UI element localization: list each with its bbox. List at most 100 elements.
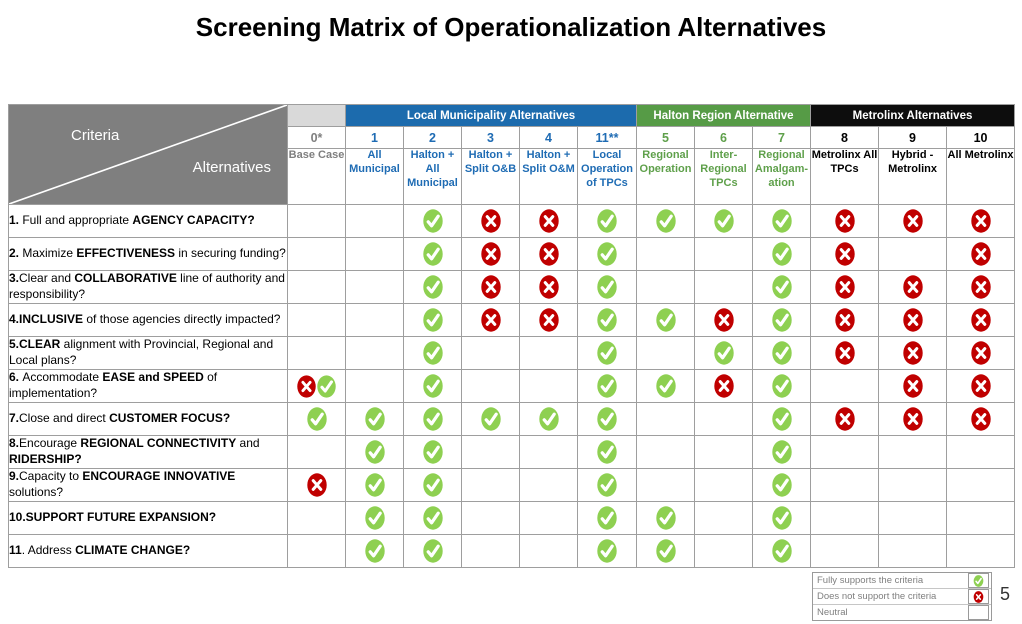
matrix-cell-r6-1 xyxy=(345,369,404,403)
matrix-cell-r8-11** xyxy=(577,435,637,469)
criteria-label-2: 2. Maximize EFFECTIVENESS in securing fu… xyxy=(8,237,288,271)
x-icon xyxy=(306,473,327,497)
check-icon xyxy=(422,308,443,332)
check-icon xyxy=(597,539,617,563)
column-name-row: Base Case All Municipal Halton + All Munic… xyxy=(9,148,1016,205)
criteria-label-3: 3.Clear and COLLABORATIVE line of author… xyxy=(8,270,288,304)
legend-icon-box xyxy=(968,589,989,604)
matrix-cell-r5-11** xyxy=(577,336,637,370)
diagonal-divider xyxy=(9,105,287,204)
criteria-row-5: 5.CLEAR alignment with Provincial, Regio… xyxy=(8,336,1016,370)
matrix-cell-r7-1 xyxy=(345,402,404,436)
check-icon xyxy=(655,209,676,233)
matrix-cell-r10-5 xyxy=(636,501,695,535)
criteria-row-9: 9.Capacity to ENCOURAGE INNOVATIVE solut… xyxy=(8,468,1016,502)
matrix-cell-r5-6 xyxy=(694,336,753,370)
matrix-cell-r3-4 xyxy=(519,270,578,304)
check-icon xyxy=(422,242,443,266)
x-icon xyxy=(834,242,855,266)
check-icon xyxy=(771,440,792,464)
check-icon xyxy=(771,407,792,431)
matrix-cell-r5-0* xyxy=(287,336,346,370)
matrix-cell-r10-7 xyxy=(751,501,812,535)
matrix-cell-r4-9 xyxy=(878,303,948,337)
column-number-0*: 0* xyxy=(287,126,346,149)
matrix-cell-r9-3 xyxy=(461,468,520,502)
matrix-cell-r11-1 xyxy=(345,534,404,568)
check-icon xyxy=(597,341,617,365)
column-name-9: Hybrid - Metrolinx xyxy=(878,148,948,205)
matrix-cell-r5-7 xyxy=(751,336,812,370)
column-number-2: 2 xyxy=(403,126,462,149)
matrix-cell-r5-8 xyxy=(810,336,880,370)
criteria-label-10: 10.SUPPORT FUTURE EXPANSION? xyxy=(8,501,288,535)
matrix-cell-r3-0* xyxy=(287,270,346,304)
criteria-label-8: 8.Encourage REGIONAL CONNECTIVITY and RI… xyxy=(8,435,288,469)
matrix-cell-r1-1 xyxy=(345,204,404,238)
criteria-row-6: 6. Accommodate EASE and SPEED of impleme… xyxy=(8,369,1016,403)
x-icon xyxy=(970,407,991,431)
check-icon xyxy=(597,440,617,464)
matrix-cell-r10-3 xyxy=(461,501,520,535)
column-name-11**: Local Operation of TPCs xyxy=(577,148,637,205)
matrix-cell-r11-8 xyxy=(810,534,880,568)
x-icon xyxy=(480,275,501,299)
legend-box: Fully supports the criteria Does not supp… xyxy=(812,572,992,621)
matrix-cell-r7-4 xyxy=(519,402,578,436)
corner-alternatives-label: Alternatives xyxy=(192,159,271,176)
column-name-7: Regional Amalgam-ation xyxy=(751,148,812,205)
group-header-local: Local Municipality Alternatives xyxy=(345,104,637,127)
matrix-cell-r6-7 xyxy=(751,369,812,403)
matrix-cell-r9-8 xyxy=(810,468,880,502)
column-number-10: 10 xyxy=(946,126,1016,149)
check-icon xyxy=(655,374,676,398)
x-icon xyxy=(297,374,316,398)
x-icon xyxy=(834,308,855,332)
column-name-4: Halton + Split O&M xyxy=(519,148,578,205)
check-icon xyxy=(771,506,792,530)
legend-icon-box xyxy=(968,573,989,588)
matrix-cell-r2-11** xyxy=(577,237,637,271)
criteria-label-9: 9.Capacity to ENCOURAGE INNOVATIVE solut… xyxy=(8,468,288,502)
criteria-label-11: 11. Address CLIMATE CHANGE? xyxy=(8,534,288,568)
matrix-cell-r2-6 xyxy=(694,237,753,271)
check-icon xyxy=(655,308,676,332)
page-number: 5 xyxy=(1000,584,1011,604)
check-icon xyxy=(538,407,559,431)
matrix-cell-r11-10 xyxy=(946,534,1016,568)
matrix-cell-r10-8 xyxy=(810,501,880,535)
check-icon xyxy=(480,407,501,431)
matrix-cell-r2-3 xyxy=(461,237,520,271)
check-icon xyxy=(597,275,617,299)
matrix-cell-r1-10 xyxy=(946,204,1016,238)
criteria-label-4: 4.INCLUSIVE of those agencies directly i… xyxy=(8,303,288,337)
x-icon xyxy=(970,209,991,233)
x-icon xyxy=(480,308,501,332)
column-name-1: All Municipal xyxy=(345,148,404,205)
column-number-11**: 11** xyxy=(577,126,637,149)
check-icon xyxy=(422,473,443,497)
check-icon xyxy=(364,506,385,530)
matrix-cell-r8-3 xyxy=(461,435,520,469)
x-icon xyxy=(902,407,923,431)
matrix-cell-r6-0* xyxy=(287,369,346,403)
matrix-cell-r10-10 xyxy=(946,501,1016,535)
matrix-cell-r2-8 xyxy=(810,237,880,271)
matrix-cell-r3-7 xyxy=(751,270,812,304)
criteria-row-10: 10.SUPPORT FUTURE EXPANSION? xyxy=(8,501,1016,535)
matrix-cell-r8-1 xyxy=(345,435,404,469)
matrix-cell-r11-9 xyxy=(878,534,948,568)
legend-item-label: Does not support the criteria xyxy=(817,591,937,602)
matrix-cell-r11-7 xyxy=(751,534,812,568)
x-icon xyxy=(834,407,855,431)
legend-item-label: Fully supports the criteria xyxy=(817,575,924,586)
matrix-cell-r3-11** xyxy=(577,270,637,304)
check-icon xyxy=(771,242,792,266)
matrix-cell-r10-0* xyxy=(287,501,346,535)
matrix-cell-r2-5 xyxy=(636,237,695,271)
group-header-metrolinx: Metrolinx Alternatives xyxy=(810,104,1016,127)
check-icon xyxy=(422,374,443,398)
matrix-cell-r6-9 xyxy=(878,369,948,403)
x-icon xyxy=(973,590,984,603)
matrix-cell-r9-6 xyxy=(694,468,753,502)
